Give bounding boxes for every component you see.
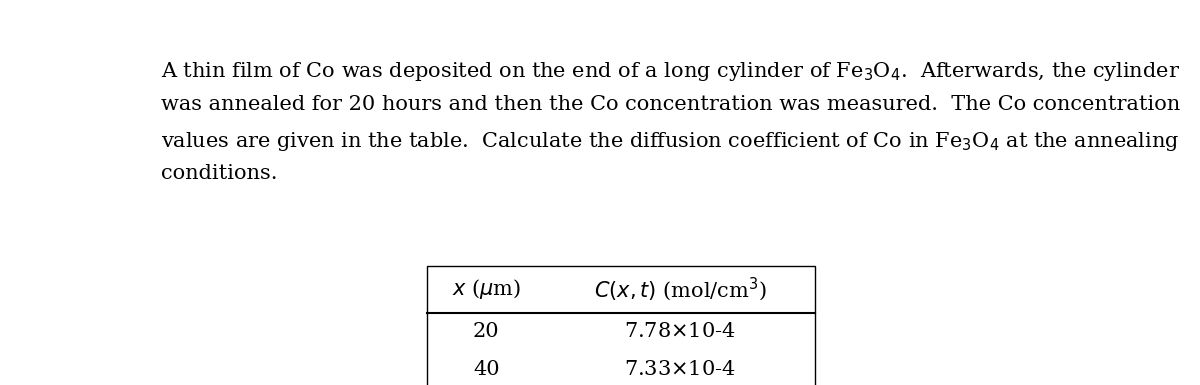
Text: 20: 20 (473, 323, 499, 341)
Text: conditions.: conditions. (161, 164, 277, 184)
Text: values are given in the table.  Calculate the diffusion coefficient of Co in Fe$: values are given in the table. Calculate… (161, 129, 1180, 152)
Text: 7.78$\times$10-4: 7.78$\times$10-4 (624, 323, 736, 341)
Text: $C(x, t)$ (mol/cm$^3$): $C(x, t)$ (mol/cm$^3$) (594, 276, 767, 303)
Text: was annealed for 20 hours and then the Co concentration was measured.  The Co co: was annealed for 20 hours and then the C… (161, 95, 1181, 114)
Text: 40: 40 (473, 360, 499, 380)
Text: 7.33$\times$10-4: 7.33$\times$10-4 (624, 360, 736, 380)
Text: $x$ ($\mu$m): $x$ ($\mu$m) (451, 277, 521, 301)
Text: A thin film of Co was deposited on the end of a long cylinder of Fe$_3$O$_4$.  A: A thin film of Co was deposited on the e… (161, 60, 1180, 82)
